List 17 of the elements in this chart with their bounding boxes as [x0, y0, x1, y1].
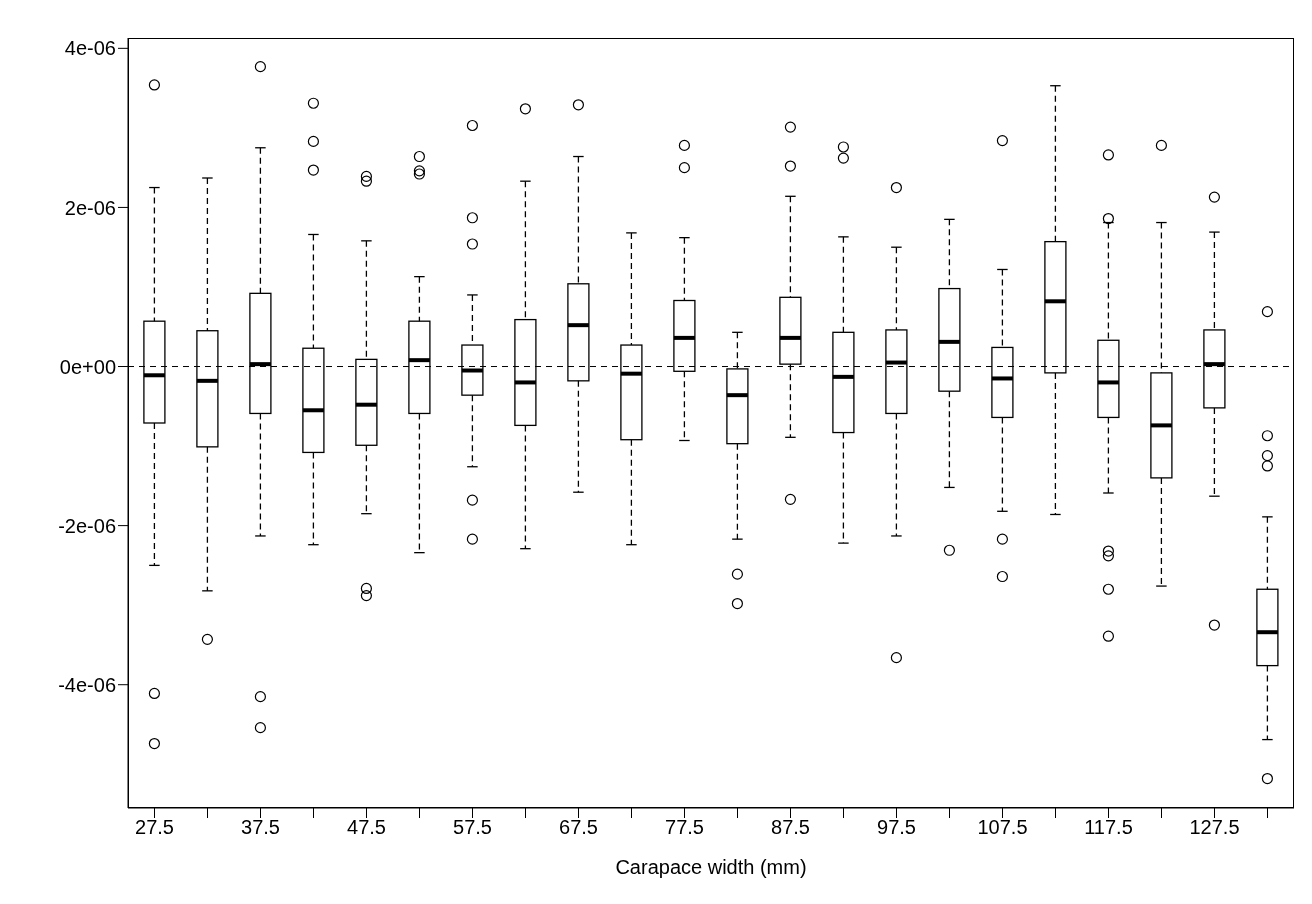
x-tick-label: 37.5: [241, 816, 280, 839]
x-tick-label: 97.5: [877, 816, 916, 839]
x-tick-label: 87.5: [771, 816, 810, 839]
x-tick-label: 27.5: [135, 816, 174, 839]
y-tick-label: 2e-06: [64, 196, 116, 219]
x-tick-label: 67.5: [559, 816, 598, 839]
x-axis-title: Carapace width (mm): [615, 856, 807, 878]
x-tick-label: 57.5: [453, 816, 492, 839]
y-tick-label: 4e-06: [64, 37, 116, 60]
x-tick-label: 127.5: [1189, 816, 1240, 839]
y-tick-label: -4e-06: [58, 673, 116, 696]
x-tick-label: 47.5: [347, 816, 386, 839]
x-tick-label: 77.5: [665, 816, 704, 839]
x-tick-label: 117.5: [1084, 816, 1133, 839]
y-tick-label: 0e+00: [59, 355, 116, 378]
x-tick-label: 107.5: [977, 816, 1028, 839]
y-tick-label: -2e-06: [58, 514, 116, 537]
